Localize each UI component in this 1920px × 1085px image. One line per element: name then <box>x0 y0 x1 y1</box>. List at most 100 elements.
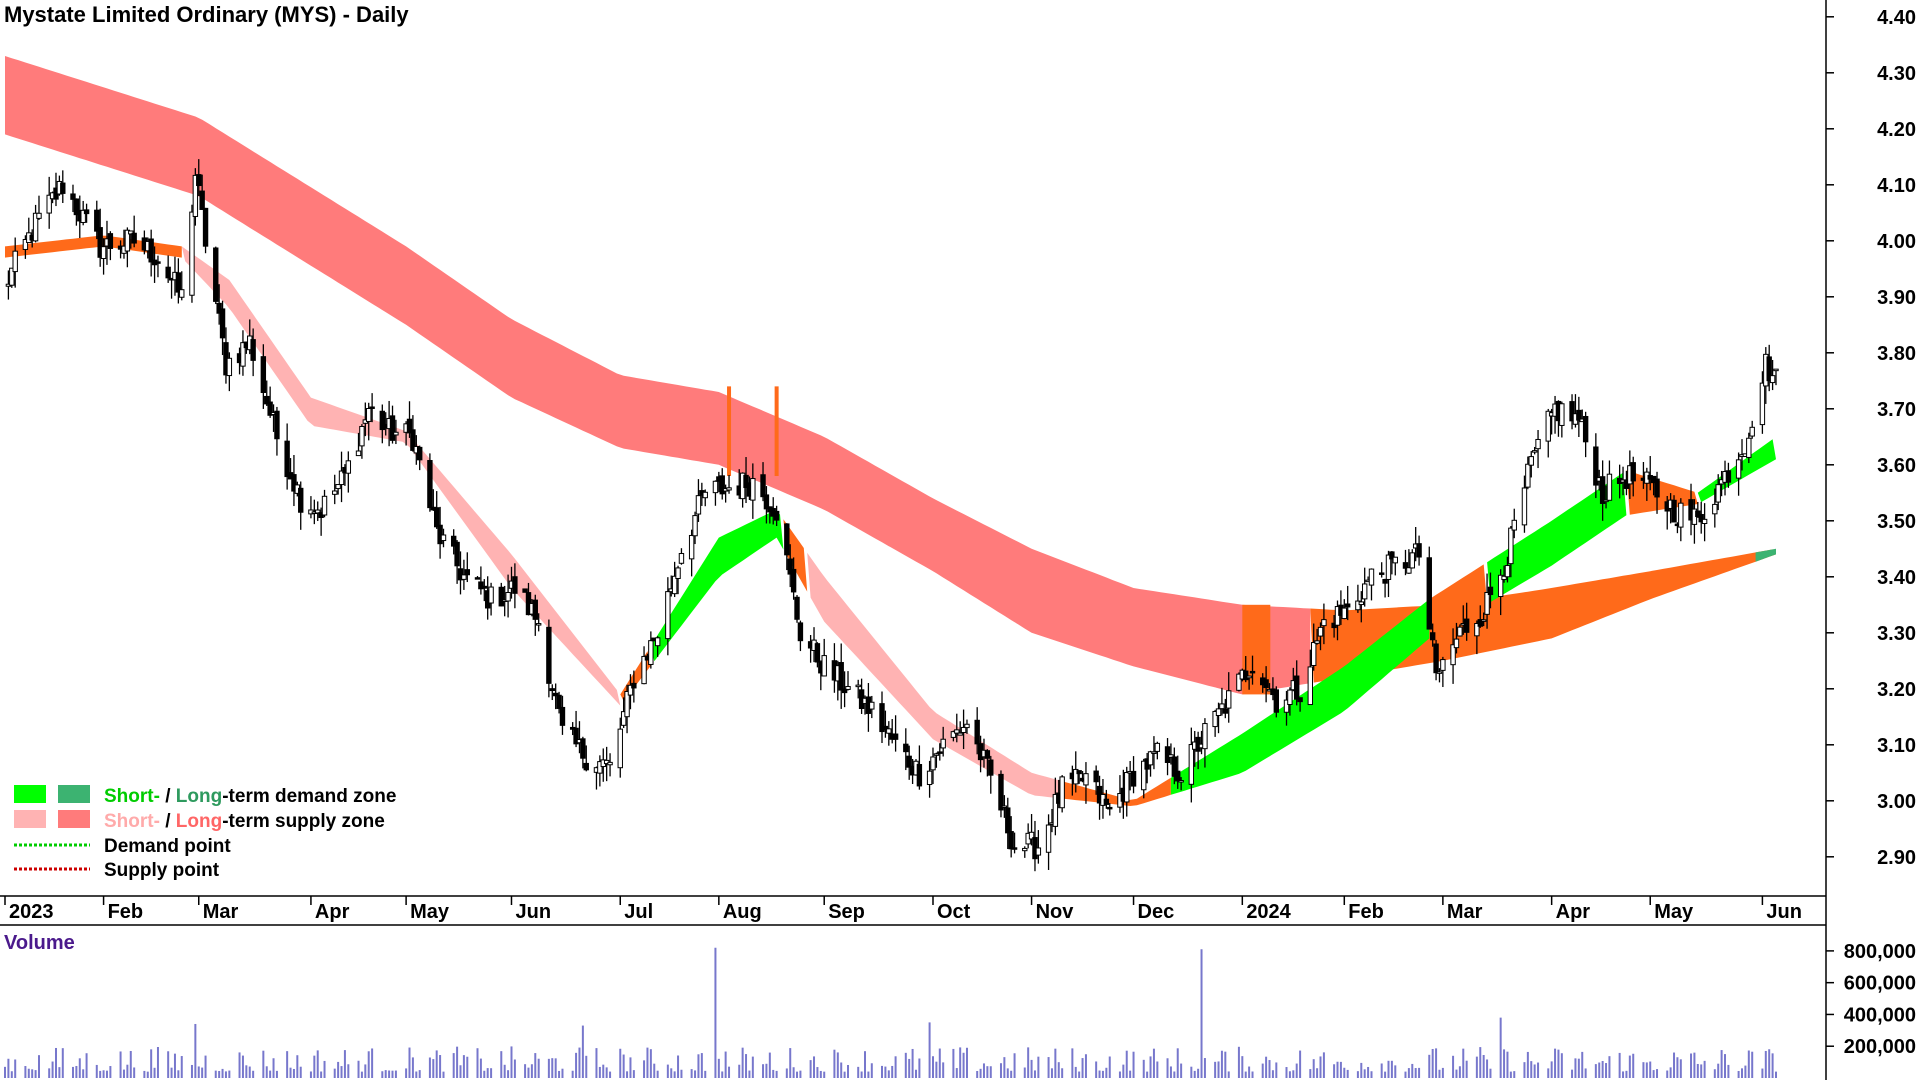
candle-body <box>1311 642 1317 666</box>
price-tick-label: 3.40 <box>1877 567 1916 589</box>
candle-body <box>546 626 552 684</box>
candle-body <box>886 728 892 734</box>
candle-body <box>440 534 447 542</box>
candle-body <box>1226 690 1232 709</box>
volume-tick-label: 800,000 <box>1844 941 1916 963</box>
candle-body <box>1083 773 1089 786</box>
candle-body <box>478 581 484 590</box>
candle-body <box>1477 619 1483 627</box>
candle-body <box>179 289 185 298</box>
volume-axis: 800,000 600,000 400,000 200,000 <box>1826 941 1916 1058</box>
candle-body <box>787 558 793 575</box>
candle-body <box>406 418 413 434</box>
candle-body <box>1001 805 1008 809</box>
candle-body <box>124 229 131 252</box>
candle-body <box>410 429 416 451</box>
candle-body <box>855 684 861 688</box>
candle-body <box>1011 847 1018 850</box>
candle-body <box>1746 437 1752 458</box>
candle-body <box>1426 557 1432 630</box>
candle-body <box>1409 552 1415 569</box>
candle-body <box>1151 751 1157 754</box>
candle-body <box>1297 697 1303 703</box>
candle-body <box>906 755 912 768</box>
candle-body <box>1130 770 1137 787</box>
candle-body <box>930 756 936 771</box>
candle-body <box>389 415 396 441</box>
candle-body <box>1528 456 1534 466</box>
candle-body <box>226 357 233 377</box>
candle-body <box>32 212 39 242</box>
candle-body <box>1212 710 1218 728</box>
candle-body <box>964 723 970 729</box>
candle-body <box>1576 409 1582 421</box>
date-tick-label: Sep <box>828 901 865 923</box>
candle-body <box>1480 619 1487 622</box>
price-tick-label: 2.90 <box>1877 847 1916 869</box>
date-axis: 2023 Feb Mar Apr May Jun Jul Aug Sep Oct Nov Dec 202… <box>4 896 1802 923</box>
candle-body <box>1175 770 1181 782</box>
candle-body <box>1773 368 1779 372</box>
legend-long-supply-swatch <box>58 810 90 828</box>
candle-body <box>437 524 443 545</box>
candle-body <box>1406 567 1412 574</box>
candle-body <box>1606 473 1613 501</box>
candle-body <box>1545 410 1551 442</box>
candle-body <box>988 759 994 776</box>
candle-body <box>535 623 542 626</box>
date-tick-label: Mar <box>203 901 239 923</box>
candle-body <box>950 731 957 738</box>
candle-body <box>321 495 328 516</box>
legend-demand-rest: -term demand zone <box>222 786 396 807</box>
candle-body <box>9 267 15 286</box>
short-term-zone <box>1429 564 1488 637</box>
candle-body <box>1314 640 1320 644</box>
candle-body <box>1243 670 1249 681</box>
candle-body <box>464 569 470 576</box>
candle-body <box>1474 622 1480 637</box>
candle-body <box>450 535 457 547</box>
candle-body <box>1457 626 1463 637</box>
candle-body <box>36 212 42 219</box>
candle-body <box>1559 403 1565 426</box>
candle-body <box>264 395 270 405</box>
candle-body <box>1188 744 1195 785</box>
candle-body <box>1725 470 1732 483</box>
candle-body <box>998 773 1004 811</box>
candle-body <box>298 487 304 513</box>
candle-body <box>1463 618 1470 633</box>
candle-body <box>1008 831 1014 850</box>
candle-body <box>46 194 52 214</box>
candle-body <box>155 261 161 264</box>
candle-body <box>1168 754 1174 758</box>
candle-body <box>617 728 623 769</box>
short-term-zone <box>1487 472 1627 602</box>
candle-body <box>22 239 29 250</box>
candle-body <box>1484 592 1490 615</box>
candle-body <box>532 599 538 620</box>
candle-body <box>916 764 923 787</box>
price-tick-label: 4.40 <box>1877 7 1916 29</box>
candle-body <box>743 474 749 489</box>
candle-body <box>1402 562 1409 569</box>
candle-body <box>250 339 256 361</box>
legend-supply-long: Long <box>176 811 222 832</box>
candle-body <box>1073 768 1079 785</box>
candle-body <box>512 576 518 594</box>
candle-body <box>1487 586 1494 596</box>
candle-body <box>957 732 963 736</box>
price-tick-label: 3.80 <box>1877 343 1916 365</box>
candle-body <box>892 733 899 740</box>
candle-body <box>1107 806 1113 810</box>
price-tick-label: 3.30 <box>1877 623 1916 645</box>
candle-body <box>814 643 821 663</box>
candle-body <box>260 356 267 393</box>
legend-supply-short: Short- <box>104 811 160 832</box>
candle-body <box>1022 847 1028 852</box>
candle-body <box>1317 626 1324 637</box>
candle-body <box>1698 514 1704 523</box>
candle-body <box>1535 438 1541 450</box>
price-axis: 4.40 4.30 4.20 4.10 4.00 3.90 3.80 3.70 3.60 3.50… <box>1826 7 1916 869</box>
date-tick-label: Feb <box>108 901 144 923</box>
